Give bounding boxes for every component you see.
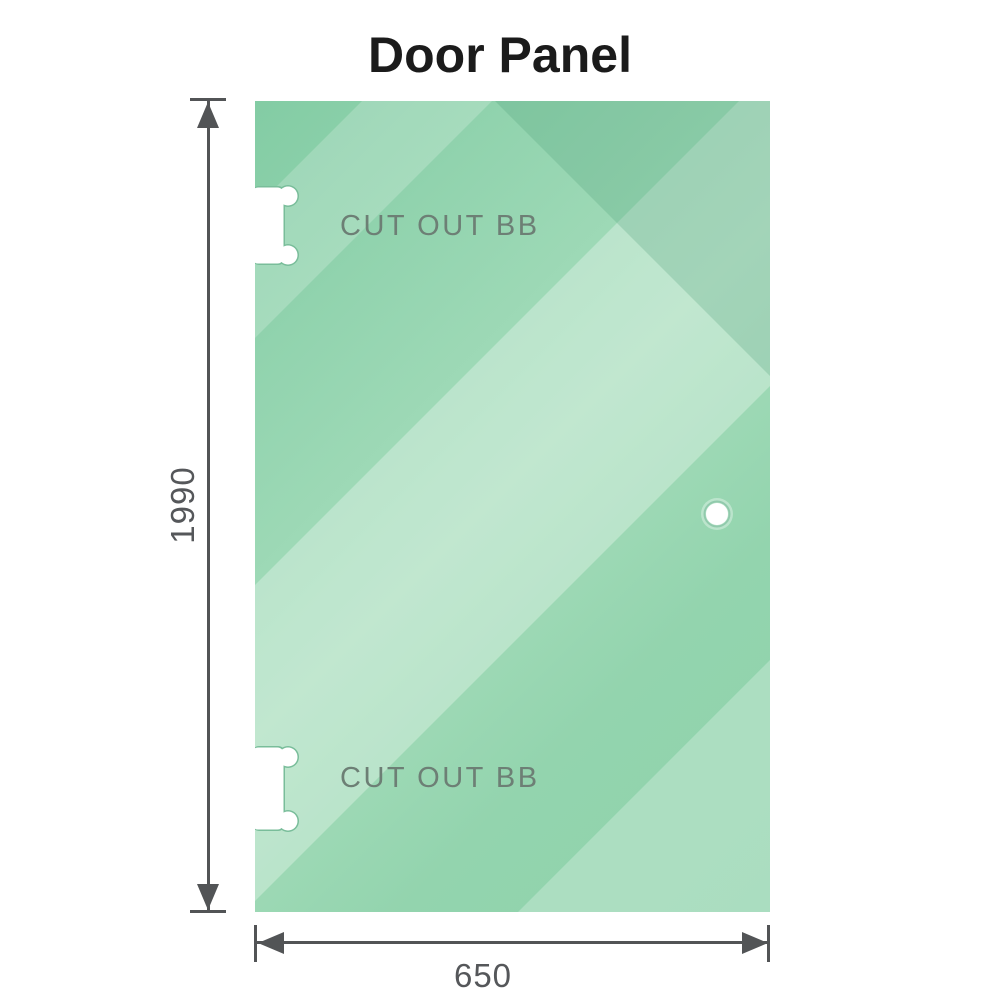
height-value: 1990	[164, 466, 201, 544]
width-value: 650	[453, 957, 513, 994]
arrow-down-icon	[197, 884, 219, 910]
hinge-cutout-top-icon	[255, 185, 299, 266]
glass-reflection-highlights	[255, 101, 770, 912]
handle-hole-icon	[701, 498, 733, 530]
height-dimension-line	[206, 100, 210, 911]
cutout-label-bottom: CUT OUT BB	[340, 762, 540, 794]
height-dimension-bottom-cap	[190, 910, 226, 913]
width-dimension-line	[256, 941, 769, 944]
glass-panel: CUT OUT BB CUT OUT BB	[255, 101, 770, 912]
page-title: Door Panel	[368, 27, 632, 83]
width-dimension-left-tick	[254, 925, 257, 962]
cutout-label-top: CUT OUT BB	[340, 210, 540, 242]
hinge-cutout-bottom-icon	[255, 746, 299, 832]
width-dimension-right-tick	[767, 925, 770, 962]
height-dimension-top-cap	[190, 98, 226, 101]
glass-panel-graphics	[255, 101, 770, 912]
arrow-right-icon	[742, 931, 768, 954]
arrow-up-icon	[197, 102, 219, 128]
arrow-left-icon	[258, 931, 284, 954]
